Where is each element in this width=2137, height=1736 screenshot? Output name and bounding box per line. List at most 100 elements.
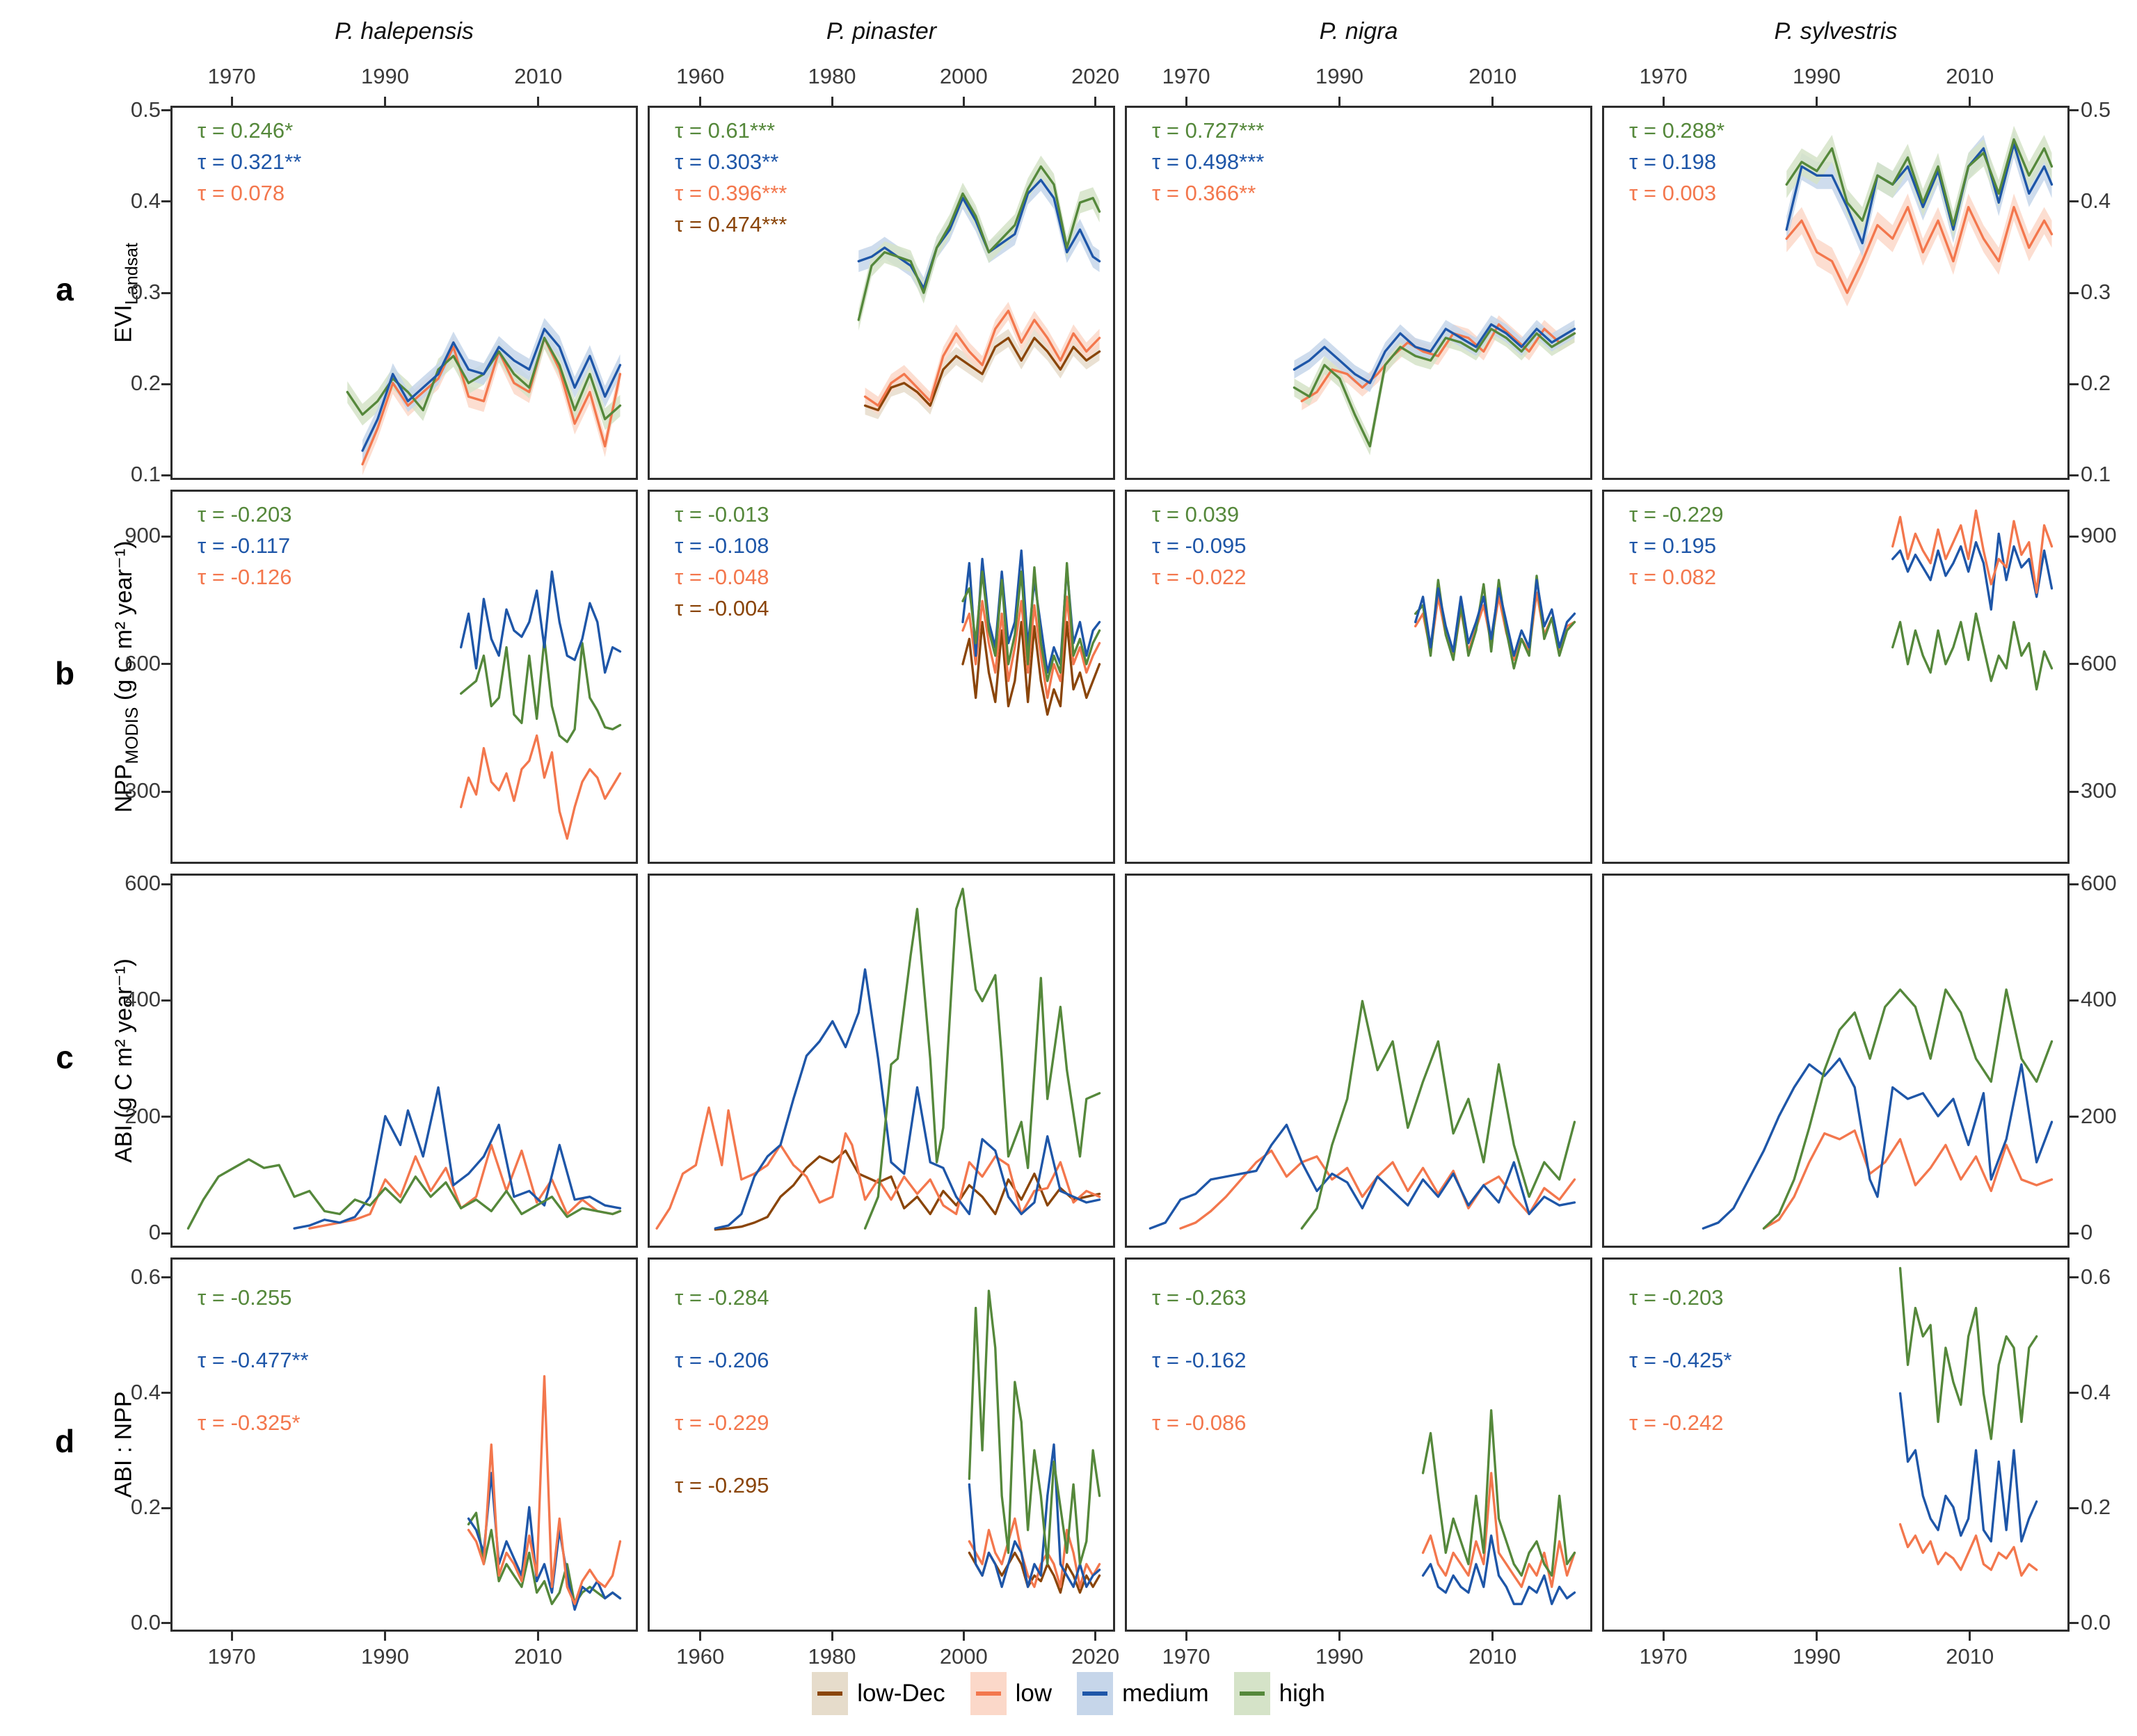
- y-tick-label-right: 0: [2081, 1220, 2093, 1245]
- x-tick-label-bottom: 2010: [1468, 1644, 1517, 1669]
- y-tick-label-left: 200: [125, 1103, 161, 1128]
- y-tick-mark-right: [2070, 200, 2079, 203]
- panel-plot: [467, 1375, 622, 1612]
- y-tick-mark-left: [161, 535, 170, 538]
- x-tick-label-top: 1990: [360, 64, 409, 88]
- tau-annotations: τ = -0.203 τ = -0.117 τ = -0.126: [198, 499, 291, 593]
- y-tick-mark-left: [161, 1276, 170, 1279]
- y-tick-label-left: 0.6: [130, 1264, 161, 1289]
- y-tick-label-right: 200: [2081, 1103, 2117, 1128]
- legend-line-medium: [1082, 1691, 1108, 1696]
- legend-swatch-medium: [1077, 1672, 1114, 1715]
- y-tick-label-left: 0.0: [130, 1609, 161, 1634]
- x-tick-label-bottom: 2020: [1071, 1644, 1120, 1669]
- legend-swatch-low: [970, 1672, 1007, 1715]
- x-tick-mark-bottom: [831, 1632, 833, 1641]
- x-tick-label-top: 1960: [676, 64, 725, 88]
- series-line-medium: [714, 968, 1101, 1230]
- tau-label-medium: τ = 0.321**: [198, 150, 302, 174]
- tau-label-medium: τ = -0.206: [675, 1348, 769, 1372]
- series-line-high: [1292, 328, 1576, 448]
- series-line-low: [361, 337, 622, 466]
- x-tick-label-top: 1990: [1315, 64, 1363, 88]
- x-tick-mark-top: [1185, 97, 1187, 106]
- legend-item-low-Dec: low-Dec: [812, 1672, 945, 1715]
- x-tick-mark-top: [1815, 97, 1818, 106]
- series-line-low: [961, 595, 1101, 699]
- tau-label-high: τ = 0.288*: [1629, 118, 1725, 143]
- x-tick-label-bottom: 1990: [360, 1644, 409, 1669]
- tau-label-high: τ = -0.203: [1629, 1285, 1724, 1310]
- series-line-low: [1891, 509, 2054, 594]
- tau-label-low-Dec: τ = 0.474***: [675, 212, 787, 236]
- legend-item-low: low: [970, 1672, 1052, 1715]
- x-tick-mark-bottom: [962, 1632, 965, 1641]
- panel-plot: [1292, 315, 1576, 456]
- series-line-high: [1898, 1267, 2038, 1440]
- x-tick-mark-bottom: [230, 1632, 233, 1641]
- series-line-medium: [1785, 143, 2054, 245]
- confidence-band-medium: [362, 318, 621, 462]
- x-tick-label-top: 2010: [1946, 64, 1994, 88]
- tau-label-medium: τ = 0.198: [1629, 150, 1717, 174]
- y-tick-mark-left: [161, 109, 170, 112]
- tau-label-low-Dec: τ = -0.004: [675, 596, 769, 620]
- series-line-low: [308, 1143, 622, 1230]
- x-tick-mark-bottom: [1094, 1632, 1097, 1641]
- series-line-low: [1421, 1472, 1576, 1589]
- row-label-b: b: [54, 655, 75, 691]
- series-line-low: [1762, 1129, 2054, 1230]
- x-tick-mark-top: [537, 97, 540, 106]
- legend: low-Dec low medium high: [0, 1672, 2137, 1715]
- tau-label-high: τ = -0.203: [198, 502, 292, 527]
- tau-label-low: τ = -0.086: [1152, 1410, 1247, 1435]
- tau-annotations: τ = 0.288* τ = 0.198 τ = 0.003: [1629, 115, 1724, 209]
- tau-label-low: τ = -0.325*: [198, 1410, 301, 1435]
- panel-plot: [857, 155, 1101, 419]
- y-tick-label-right: 600: [2081, 871, 2117, 896]
- series-line-medium: [968, 1443, 1101, 1589]
- tau-label-low: τ = -0.126: [198, 565, 292, 589]
- series-line-high: [467, 1511, 622, 1605]
- y-axis-title-unit: (g C m² year⁻¹): [111, 958, 137, 1125]
- column-title-p-nigra: P. nigra: [1319, 18, 1398, 45]
- y-tick-label-right: 600: [2081, 650, 2117, 675]
- y-tick-mark-left: [161, 663, 170, 666]
- x-tick-mark-bottom: [1185, 1632, 1187, 1641]
- panel-plot: [1898, 1267, 2038, 1577]
- x-tick-mark-bottom: [1662, 1632, 1665, 1641]
- panel-c2: [648, 874, 1115, 1248]
- series-line-low: [1179, 1149, 1576, 1230]
- tau-label-medium: τ = -0.108: [675, 533, 769, 558]
- y-tick-mark-right: [2070, 109, 2079, 112]
- y-tick-label-right: 400: [2081, 987, 2117, 1012]
- y-tick-mark-right: [2070, 383, 2079, 385]
- x-tick-label-bottom: 1980: [808, 1644, 856, 1669]
- y-tick-mark-right: [2070, 1392, 2079, 1394]
- series-line-medium: [1148, 1123, 1576, 1230]
- y-axis-title-abi-npp: ABI : NPP: [111, 1391, 138, 1497]
- y-tick-label-right: 0.6: [2081, 1264, 2111, 1289]
- tau-annotations: τ = -0.203 τ = -0.425* τ = -0.242: [1629, 1267, 1732, 1454]
- series-line-high: [459, 637, 622, 744]
- y-tick-mark-right: [2070, 1232, 2079, 1235]
- series-line-high: [186, 1158, 622, 1230]
- x-tick-mark-bottom: [1815, 1632, 1818, 1641]
- y-tick-label-right: 0.2: [2081, 371, 2111, 396]
- x-tick-label-top: 1970: [207, 64, 256, 88]
- tau-label-low: τ = -0.229: [675, 1410, 769, 1435]
- y-tick-label-right: 0.4: [2081, 1379, 2111, 1404]
- tau-label-high: τ = 0.727***: [1152, 118, 1265, 143]
- column-title-p-sylvestris: P. sylvestris: [1774, 18, 1898, 45]
- y-tick-label-left: 900: [125, 523, 161, 548]
- panel-plot: [346, 318, 622, 476]
- x-tick-mark-bottom: [383, 1632, 386, 1641]
- x-tick-label-top: 2010: [1468, 64, 1517, 88]
- y-axis-title-npp: NPPMODIS (g C m² year⁻¹): [110, 541, 142, 813]
- x-tick-label-bottom: 1990: [1792, 1644, 1841, 1669]
- tau-annotations: τ = -0.229 τ = 0.195 τ = 0.082: [1629, 499, 1723, 593]
- panel-b3: τ = 0.039 τ = -0.095 τ = -0.022: [1125, 490, 1592, 864]
- x-tick-label-top: 2020: [1071, 64, 1120, 88]
- y-axis-title-base: EVI: [110, 305, 137, 343]
- y-tick-label-left: 0.2: [130, 1495, 161, 1520]
